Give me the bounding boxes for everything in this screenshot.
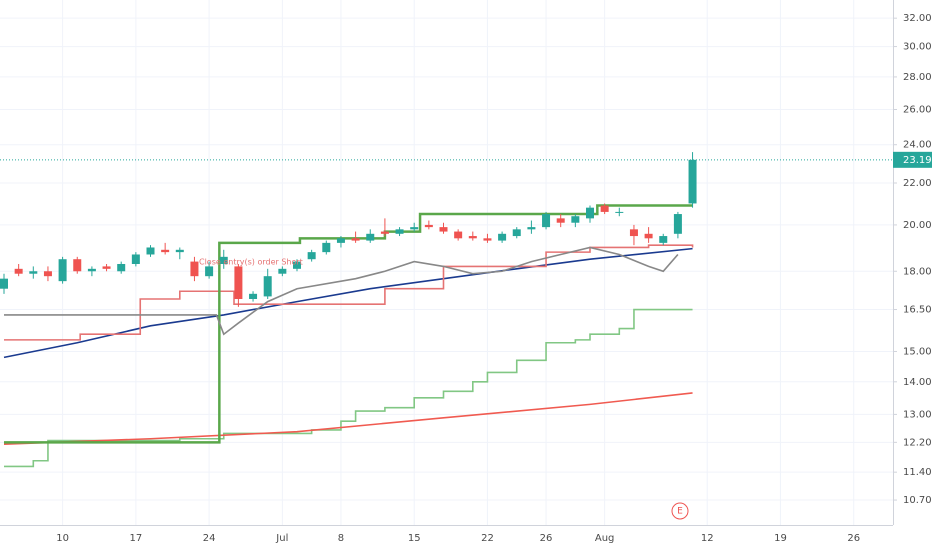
x-tick-label: 12 <box>701 533 714 544</box>
candle-body <box>586 207 594 219</box>
candle-body <box>161 249 170 253</box>
x-tick-label: Jul <box>275 533 288 544</box>
y-tick-label: 13.00 <box>903 409 932 420</box>
candle-body <box>483 238 492 241</box>
x-tick-label: 17 <box>129 533 142 544</box>
y-tick-label: 10.70 <box>903 495 932 506</box>
y-tick-label: 12.20 <box>903 437 932 448</box>
candle-body <box>205 266 214 277</box>
candle-body <box>644 233 653 239</box>
candle-body <box>307 252 316 260</box>
candle-body <box>454 231 463 239</box>
x-tick-label: 26 <box>847 533 860 544</box>
annotation: Close entry(s) order Short <box>199 258 303 267</box>
last-price-box <box>893 151 932 168</box>
y-tick-label: 14.00 <box>903 377 932 388</box>
y-tick-label: 32.00 <box>903 13 932 24</box>
overlay-line <box>3 392 693 445</box>
candle-body <box>498 233 507 241</box>
y-tick-label: 24.00 <box>903 140 932 151</box>
candle-body <box>556 218 565 223</box>
y-tick-label: 15.00 <box>903 346 932 357</box>
candle-body <box>234 266 243 299</box>
candle-body <box>278 268 287 274</box>
candle-body <box>512 229 521 237</box>
candle-body <box>117 263 126 272</box>
overlay-line <box>4 246 679 336</box>
candle-body <box>468 236 477 239</box>
candle-body <box>14 268 23 274</box>
candle-body <box>219 256 228 264</box>
candle-body <box>659 236 668 243</box>
candle-body <box>439 227 448 232</box>
candle-body <box>73 259 82 272</box>
candle-body <box>351 238 360 241</box>
candle-body <box>29 271 38 274</box>
candle-body <box>336 238 345 243</box>
y-tick-label: 28.00 <box>903 72 932 83</box>
candle-body <box>102 266 111 269</box>
candle-body <box>175 249 184 253</box>
candle-body <box>293 261 301 269</box>
y-tick-label: 11.40 <box>903 467 932 478</box>
candle-body <box>249 293 258 299</box>
candle-body <box>0 278 8 289</box>
candle-body <box>380 231 389 234</box>
candle-body <box>673 214 682 234</box>
x-tick-label: 22 <box>481 533 494 544</box>
y-tick-label: 26.00 <box>903 105 932 116</box>
y-tick-label: 22.00 <box>903 178 932 189</box>
overlay-line <box>4 244 694 341</box>
x-tick-label: 10 <box>56 533 69 544</box>
x-tick-label: Aug <box>595 533 615 544</box>
candle-body <box>190 261 199 277</box>
candle-body <box>263 276 272 297</box>
candle-body <box>410 227 419 230</box>
candle-body <box>571 216 580 223</box>
x-tick-label: 24 <box>203 533 216 544</box>
candle-body <box>43 271 52 277</box>
candle-body <box>688 159 697 204</box>
candle-body <box>527 227 536 230</box>
y-tick-label: 18.00 <box>903 266 932 277</box>
x-tick-label: 19 <box>774 533 787 544</box>
overlay-line <box>4 308 693 468</box>
x-tick-label: 26 <box>540 533 553 544</box>
candle-body <box>395 229 404 234</box>
y-tick-label: 30.00 <box>903 42 932 53</box>
earnings-circle[interactable] <box>671 502 689 520</box>
candle-body <box>615 211 624 213</box>
candle-body <box>322 242 331 253</box>
candle-body <box>629 229 638 237</box>
y-tick-label: 16.50 <box>903 305 932 316</box>
candle-body <box>424 224 433 228</box>
y-tick-label: 20.00 <box>903 220 932 231</box>
candle-body <box>146 247 155 255</box>
last-price-label: 23.19 <box>903 155 932 166</box>
candle-body <box>366 233 375 241</box>
candle-body <box>87 268 96 272</box>
x-tick-label: 8 <box>338 533 344 544</box>
earnings-marker[interactable]: E <box>677 507 683 517</box>
x-tick-label: 15 <box>408 533 421 544</box>
candle-body <box>131 254 140 264</box>
candle-body <box>58 259 67 282</box>
candle-body <box>542 214 551 228</box>
candle-body <box>600 205 609 212</box>
